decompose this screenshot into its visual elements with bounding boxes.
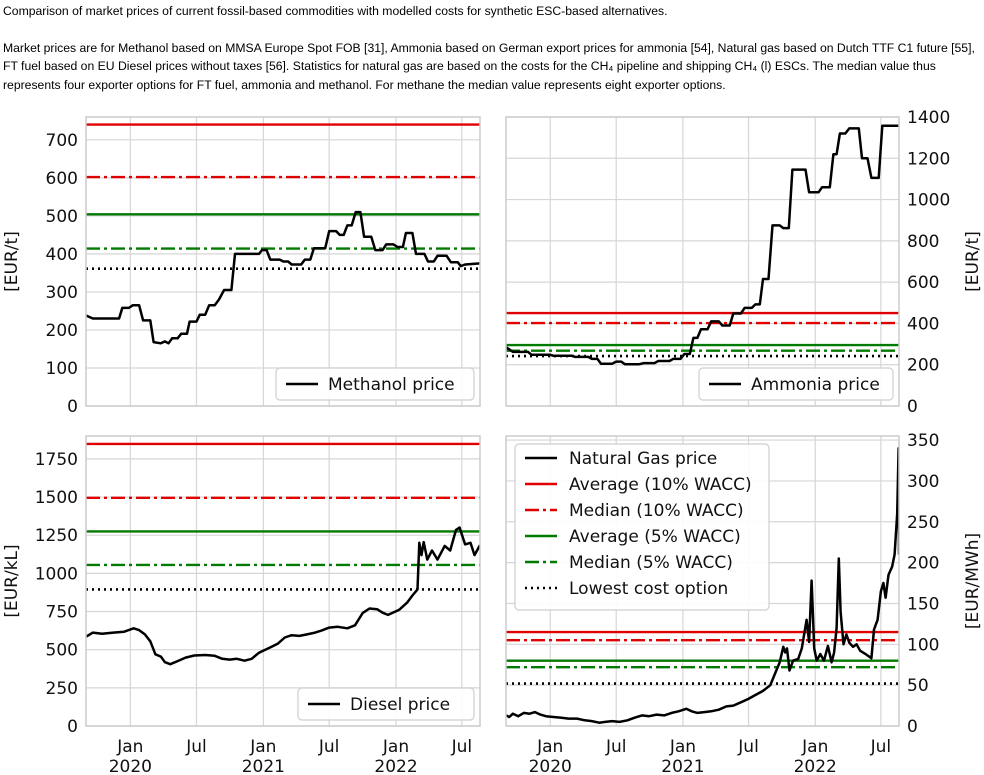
- x-tick-year-label: 2021: [242, 757, 285, 775]
- y-tick-label: 0: [67, 717, 78, 737]
- y-tick-label: 1750: [35, 450, 78, 470]
- x-tick-year-label: 2020: [529, 757, 572, 775]
- reference-lines: [506, 124, 899, 366]
- y-tick-label: 500: [46, 207, 78, 227]
- y-tick-label: 500: [46, 641, 78, 661]
- legend: Methanol price: [275, 367, 475, 401]
- y-tick-label: 200: [907, 554, 939, 574]
- y-axis-label: [EUR/MWh]: [963, 533, 983, 629]
- x-tick-year-label: 2021: [661, 757, 704, 775]
- x-tick-label: Jan: [249, 737, 276, 757]
- x-tick-label: Jan: [116, 737, 143, 757]
- plot-frame: [85, 435, 481, 727]
- y-tick-label: 200: [907, 356, 939, 376]
- y-tick-label: 50: [907, 676, 929, 696]
- y-tick-label: 100: [46, 359, 78, 379]
- legend-box: [514, 443, 770, 611]
- y-tick-label: 0: [907, 717, 918, 737]
- x-tick-year-label: 2022: [794, 757, 837, 775]
- y-tick-label: 600: [907, 273, 939, 293]
- plot-frame: [505, 116, 900, 407]
- chart-panel-bottom-left: 02505007501000125015001750[EUR/kL]Jan202…: [2, 435, 481, 775]
- reference-lines: [86, 123, 480, 345]
- y-tick-label: 1200: [907, 149, 950, 169]
- y-tick-label: 300: [46, 283, 78, 303]
- reference-lines: [506, 447, 899, 724]
- y-tick-label: 200: [46, 321, 78, 341]
- x-tick-label: Jul: [318, 737, 340, 757]
- price-series-line: [86, 526, 480, 666]
- x-tick-label: Jul: [870, 737, 892, 757]
- y-axis-label: [EUR/t]: [2, 231, 22, 292]
- y-tick-label: 350: [907, 431, 939, 451]
- y-tick-label: 150: [907, 594, 939, 614]
- legend-box: [698, 367, 894, 401]
- legend: Diesel price: [297, 687, 475, 721]
- y-tick-label: 750: [46, 603, 78, 623]
- price-series-line: [506, 124, 899, 366]
- legend-entry: Lowest cost option: [569, 579, 728, 599]
- y-tick-label: 600: [46, 169, 78, 189]
- y-tick-label: 0: [67, 397, 78, 417]
- x-tick-label: Jul: [605, 737, 627, 757]
- price-series-line: [506, 447, 899, 724]
- x-tick-year-label: 2022: [374, 757, 417, 775]
- legend-entry: Average (10% WACC): [569, 475, 752, 495]
- x-tick-label: Jul: [185, 737, 207, 757]
- x-tick-year-label: 2020: [109, 757, 152, 775]
- y-tick-label: 400: [46, 245, 78, 265]
- legend-entry: Median (5% WACC): [569, 553, 733, 573]
- legend-entry: Median (10% WACC): [569, 501, 744, 521]
- price-series-line: [86, 210, 480, 345]
- y-tick-label: 0: [907, 397, 918, 417]
- chart-panel-bottom-right: 050100150200250300350[EUR/MWh]Jan2020Jul…: [505, 431, 983, 775]
- y-tick-label: 1250: [35, 526, 78, 546]
- y-tick-label: 300: [907, 472, 939, 492]
- caption-title: Comparison of market prices of current f…: [3, 4, 668, 18]
- figure-caption: Comparison of market prices of current f…: [3, 2, 981, 94]
- chart-panel-top-right: 0 200 400 600 800 1000 1200 1400 [EUR/t] Ammonia …: [505, 108, 983, 417]
- x-tick-label: Jan: [536, 737, 563, 757]
- legend: Ammonia price: [698, 367, 894, 401]
- x-tick-label: Jul: [451, 737, 473, 757]
- y-axis-label: [EUR/t]: [963, 231, 983, 292]
- legend-entry: Diesel price: [350, 695, 450, 715]
- plot-frame: [505, 435, 900, 727]
- x-tick-label: Jan: [669, 737, 696, 757]
- x-tick-label: Jan: [801, 737, 828, 757]
- y-tick-label: 400: [907, 314, 939, 334]
- legend-box: [275, 367, 475, 401]
- y-tick-label: 1400: [907, 108, 950, 128]
- chart-panel-top-left: 0 100 200 300 400 500 600 700 [EUR/t] Methanol pr…: [2, 116, 481, 417]
- x-tick-label: Jan: [382, 737, 409, 757]
- y-tick-label: 1000: [35, 564, 78, 584]
- y-tick-label: 1000: [907, 191, 950, 211]
- reference-lines: [86, 442, 480, 666]
- legend-entry: Ammonia price: [751, 375, 880, 395]
- y-tick-label: 1500: [35, 488, 78, 508]
- y-tick-label: 700: [46, 131, 78, 151]
- y-axis-label: [EUR/kL]: [2, 544, 22, 617]
- x-tick-label: Jul: [737, 737, 759, 757]
- caption-body: Market prices are for Methanol based on …: [3, 40, 975, 92]
- y-tick-label: 250: [907, 513, 939, 533]
- legend-entry: Natural Gas price: [569, 449, 717, 469]
- legend-box: [297, 687, 475, 721]
- y-tick-label: 250: [46, 679, 78, 699]
- y-tick-label: 100: [907, 635, 939, 655]
- plot-frame: [85, 116, 481, 407]
- legend-entry: Methanol price: [328, 375, 455, 395]
- y-tick-label: 800: [907, 232, 939, 252]
- legend: Natural Gas price Average (10% WACC) Media…: [514, 443, 770, 611]
- legend-entry: Average (5% WACC): [569, 527, 741, 547]
